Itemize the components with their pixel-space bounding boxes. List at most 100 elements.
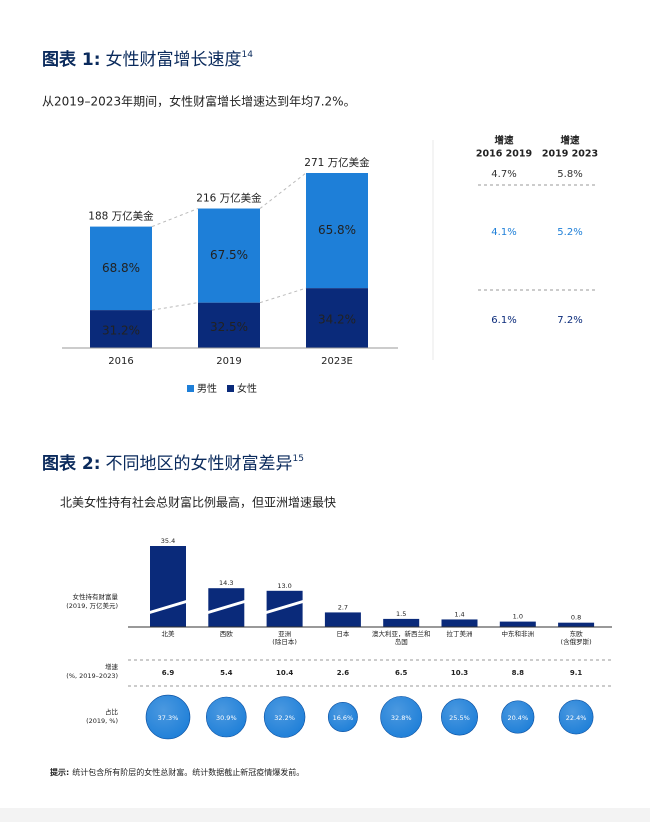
segment-label: 65.8% xyxy=(318,223,356,237)
table-cell: 5.2% xyxy=(557,227,582,238)
share-bubble xyxy=(145,694,191,740)
connector xyxy=(259,172,307,209)
figure-title: 图表 1: 女性财富增长速度14 xyxy=(42,49,253,70)
axis-break xyxy=(205,599,247,615)
superscript: 15 xyxy=(293,454,304,464)
bar xyxy=(266,590,303,627)
superscript: 14 xyxy=(242,50,254,60)
growth-value: 9.1 xyxy=(570,669,583,677)
figure-subtitle: 北美女性持有社会总财富比例最高，但亚洲增速最快 xyxy=(60,495,336,510)
bar-segment xyxy=(306,288,368,348)
figure-title-text: 女性财富增长速度 xyxy=(106,50,242,70)
category-label: 岛国 xyxy=(395,637,408,646)
share-label: 20.4% xyxy=(507,714,528,722)
table-header: 2016 2019 xyxy=(476,149,532,160)
value-label: 14.3 xyxy=(219,579,233,587)
table-cell: 4.7% xyxy=(491,169,516,180)
total-label: 188 万亿美金 xyxy=(88,210,154,223)
y-axis-label: (2019, 万亿美元) xyxy=(66,601,118,610)
category-label: (除日本) xyxy=(272,637,297,646)
table-cell: 5.8% xyxy=(557,169,582,180)
table-cell: 6.1% xyxy=(491,315,516,326)
bar-segment xyxy=(90,226,152,311)
bar xyxy=(383,618,420,627)
row-label: (%, 2019–2023) xyxy=(66,672,118,680)
table-cell: 7.2% xyxy=(557,315,582,326)
share-bubble xyxy=(558,699,594,735)
bar xyxy=(324,612,361,627)
legend-label: 女性 xyxy=(237,382,257,395)
growth-value: 5.4 xyxy=(220,669,233,677)
share-label: 30.9% xyxy=(216,714,237,722)
category-label: 澳大利亚，新西兰和 xyxy=(372,629,431,638)
total-label: 271 万亿美金 xyxy=(304,156,370,169)
bar xyxy=(150,546,186,627)
value-label: 2.7 xyxy=(338,603,348,611)
bar-segment xyxy=(198,208,260,303)
segment-label: 31.2% xyxy=(102,324,140,338)
legend-swatch xyxy=(187,385,194,392)
share-bubble xyxy=(205,696,247,738)
table-header: 增速 xyxy=(560,135,580,147)
share-bubble xyxy=(380,696,423,738)
category-label: 2016 xyxy=(108,356,133,367)
share-label: 32.8% xyxy=(391,714,412,722)
segment-label: 32.5% xyxy=(210,320,248,334)
note-text: 统计包含所有阶层的女性总财富。统计数据截止新冠疫情爆发前。 xyxy=(72,767,304,777)
share-label: 25.5% xyxy=(449,714,470,722)
value-label: 1.0 xyxy=(513,613,523,621)
category-label: 2019 xyxy=(216,356,241,367)
share-bubble xyxy=(501,700,535,734)
figure-title-text: 不同地区的女性财富差异 xyxy=(106,454,293,474)
figure-label: 图表 1: xyxy=(42,49,101,70)
bar xyxy=(441,619,478,627)
total-label: 216 万亿美金 xyxy=(196,192,262,205)
note-label: 提示: xyxy=(50,767,69,777)
segment-label: 34.2% xyxy=(318,313,356,327)
footer-band xyxy=(0,808,650,822)
connector xyxy=(259,287,307,304)
growth-value: 6.9 xyxy=(162,669,175,677)
growth-value: 2.6 xyxy=(337,669,350,677)
row-label: (2019, %) xyxy=(86,717,118,725)
connector xyxy=(151,302,199,311)
legend-swatch xyxy=(227,385,234,392)
share-bubble xyxy=(327,702,358,732)
note: 提示: 统计包含所有阶层的女性总财富。统计数据截止新冠疫情爆发前。 xyxy=(50,767,304,777)
share-bubble xyxy=(263,696,306,738)
row-label: 增速 xyxy=(105,662,119,671)
category-label: 东欧 xyxy=(570,629,584,638)
legend-label: 男性 xyxy=(197,382,217,395)
category-label: (含俄罗斯) xyxy=(561,637,592,646)
share-label: 16.6% xyxy=(333,714,354,722)
growth-value: 10.4 xyxy=(276,669,293,677)
share-bubble xyxy=(441,698,478,736)
table-header: 2019 2023 xyxy=(542,149,598,160)
share-label: 22.4% xyxy=(566,714,587,722)
growth-value: 6.5 xyxy=(395,669,408,677)
bar-segment xyxy=(198,302,260,348)
value-label: 0.8 xyxy=(571,614,581,622)
value-label: 1.5 xyxy=(396,610,406,618)
share-label: 37.3% xyxy=(158,714,179,722)
category-label: 日本 xyxy=(336,629,350,638)
value-label: 13.0 xyxy=(277,582,291,590)
bar-segment xyxy=(306,173,368,289)
segment-label: 68.8% xyxy=(102,261,140,275)
category-label: 西欧 xyxy=(220,629,234,638)
row-label: 占比 xyxy=(105,707,119,716)
bar xyxy=(558,622,595,627)
category-label: 2023E xyxy=(321,356,353,367)
table-header: 增速 xyxy=(494,135,514,147)
figure-title: 图表 2: 不同地区的女性财富差异15 xyxy=(42,453,304,474)
bar xyxy=(499,621,536,627)
axis-break xyxy=(264,599,306,615)
share-label: 32.2% xyxy=(274,714,295,722)
table-cell: 4.1% xyxy=(491,227,516,238)
category-label: 拉丁美洲 xyxy=(447,629,473,638)
y-axis-label: 女性持有财富量 xyxy=(73,592,119,601)
connector xyxy=(151,208,199,228)
segment-label: 67.5% xyxy=(210,248,248,262)
category-label: 北美 xyxy=(162,629,176,638)
